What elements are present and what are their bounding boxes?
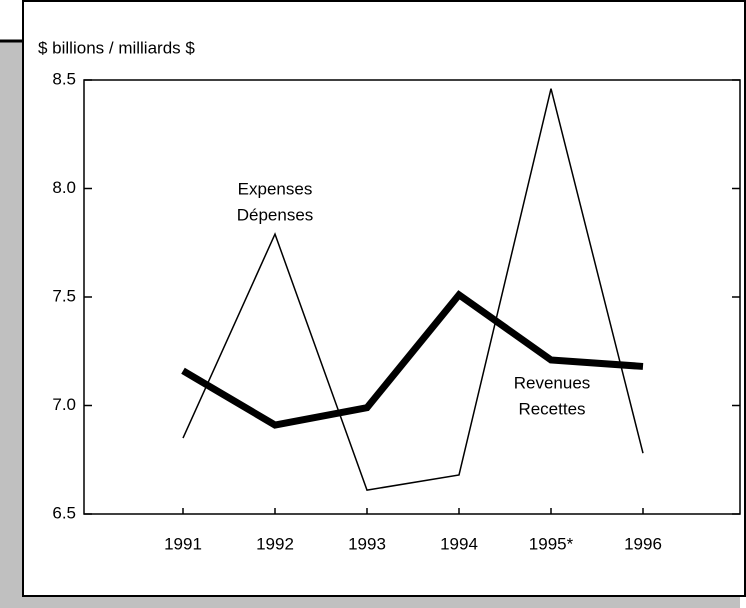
x-tick-label: 1991 (164, 534, 202, 553)
series-label: Revenues (514, 373, 591, 392)
frame (22, 0, 746, 597)
series-line (182, 88, 644, 491)
x-tick-label: 1994 (440, 534, 478, 553)
series-label: Dépenses (237, 205, 314, 224)
series-line (181, 290, 644, 429)
x-tick-label: 1996 (624, 534, 662, 553)
x-tick-label: 1992 (256, 534, 294, 553)
x-tick-label: 1993 (348, 534, 386, 553)
series-label: Recettes (518, 399, 585, 418)
series-label: Expenses (238, 179, 313, 198)
y-tick-label: 6.5 (52, 503, 76, 522)
y-tick-label: 7.0 (52, 395, 76, 414)
x-tick-label: 1995* (529, 534, 574, 553)
y-tick-label: 8.0 (52, 178, 76, 197)
y-tick-label: 8.5 (52, 69, 76, 88)
y-tick-label: 7.5 (52, 286, 76, 305)
y-axis-label: $ billions / milliards $ (38, 38, 195, 57)
